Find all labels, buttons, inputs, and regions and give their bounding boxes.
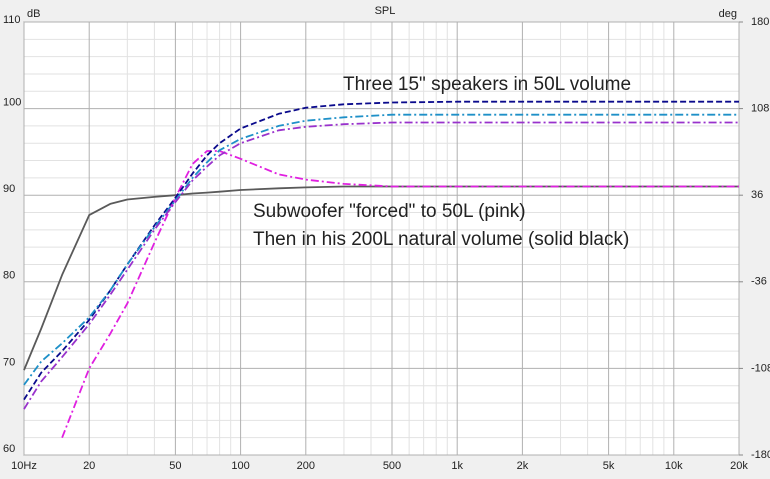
x-tick-label: 100: [231, 460, 249, 472]
series-line: [61, 150, 739, 439]
chart-title: SPL: [375, 5, 396, 17]
x-tick-label: 10Hz: [11, 460, 37, 472]
x-tick-label: 5k: [603, 460, 615, 472]
annotation: Then in his 200L natural volume (solid b…: [253, 229, 629, 250]
y2-tick-label: 36: [751, 189, 763, 201]
grid: [23, 21, 740, 456]
x-tick-label: 20k: [730, 460, 748, 472]
x-tick-label: 20: [83, 460, 95, 472]
y2-tick-label: -180: [751, 449, 770, 461]
series-line: [23, 113, 739, 386]
y2-tick-label: 180: [751, 16, 769, 28]
plot-area: [23, 21, 740, 456]
series-line: [23, 185, 739, 371]
series-line: [23, 100, 739, 401]
x-tick-label: 1k: [451, 460, 463, 472]
y2-tick-label: 108: [751, 103, 769, 115]
x-tick-label: 50: [169, 460, 181, 472]
y-tick-label: 90: [3, 183, 15, 195]
y-tick-label: 100: [3, 97, 21, 109]
y2-tick-label: -108: [751, 362, 770, 374]
y-tick-label: 80: [3, 270, 15, 282]
annotation: Three 15" speakers in 50L volume: [343, 74, 631, 95]
y2-tick-label: -36: [751, 276, 767, 288]
y-tick-label: 70: [3, 356, 15, 368]
y2-axis-label: deg: [719, 8, 737, 20]
x-tick-label: 2k: [517, 460, 529, 472]
y-tick-label: 60: [3, 443, 15, 455]
series-line: [23, 121, 739, 410]
lines: [23, 100, 739, 439]
x-tick-label: 500: [383, 460, 401, 472]
x-tick-label: 200: [297, 460, 315, 472]
y-tick-label: 110: [3, 14, 21, 26]
annotation: Subwoofer "forced" to 50L (pink): [253, 201, 526, 222]
x-tick-label: 10k: [665, 460, 683, 472]
y-axis-label: dB: [27, 8, 40, 20]
